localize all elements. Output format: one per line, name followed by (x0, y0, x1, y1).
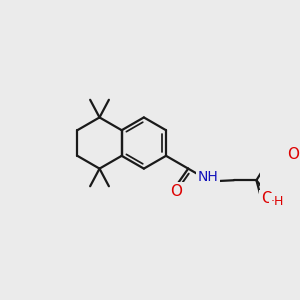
Text: O: O (287, 147, 299, 162)
Text: ·H: ·H (271, 194, 284, 208)
Text: O: O (170, 184, 182, 199)
Text: NH: NH (198, 170, 218, 184)
Text: O: O (261, 191, 273, 206)
